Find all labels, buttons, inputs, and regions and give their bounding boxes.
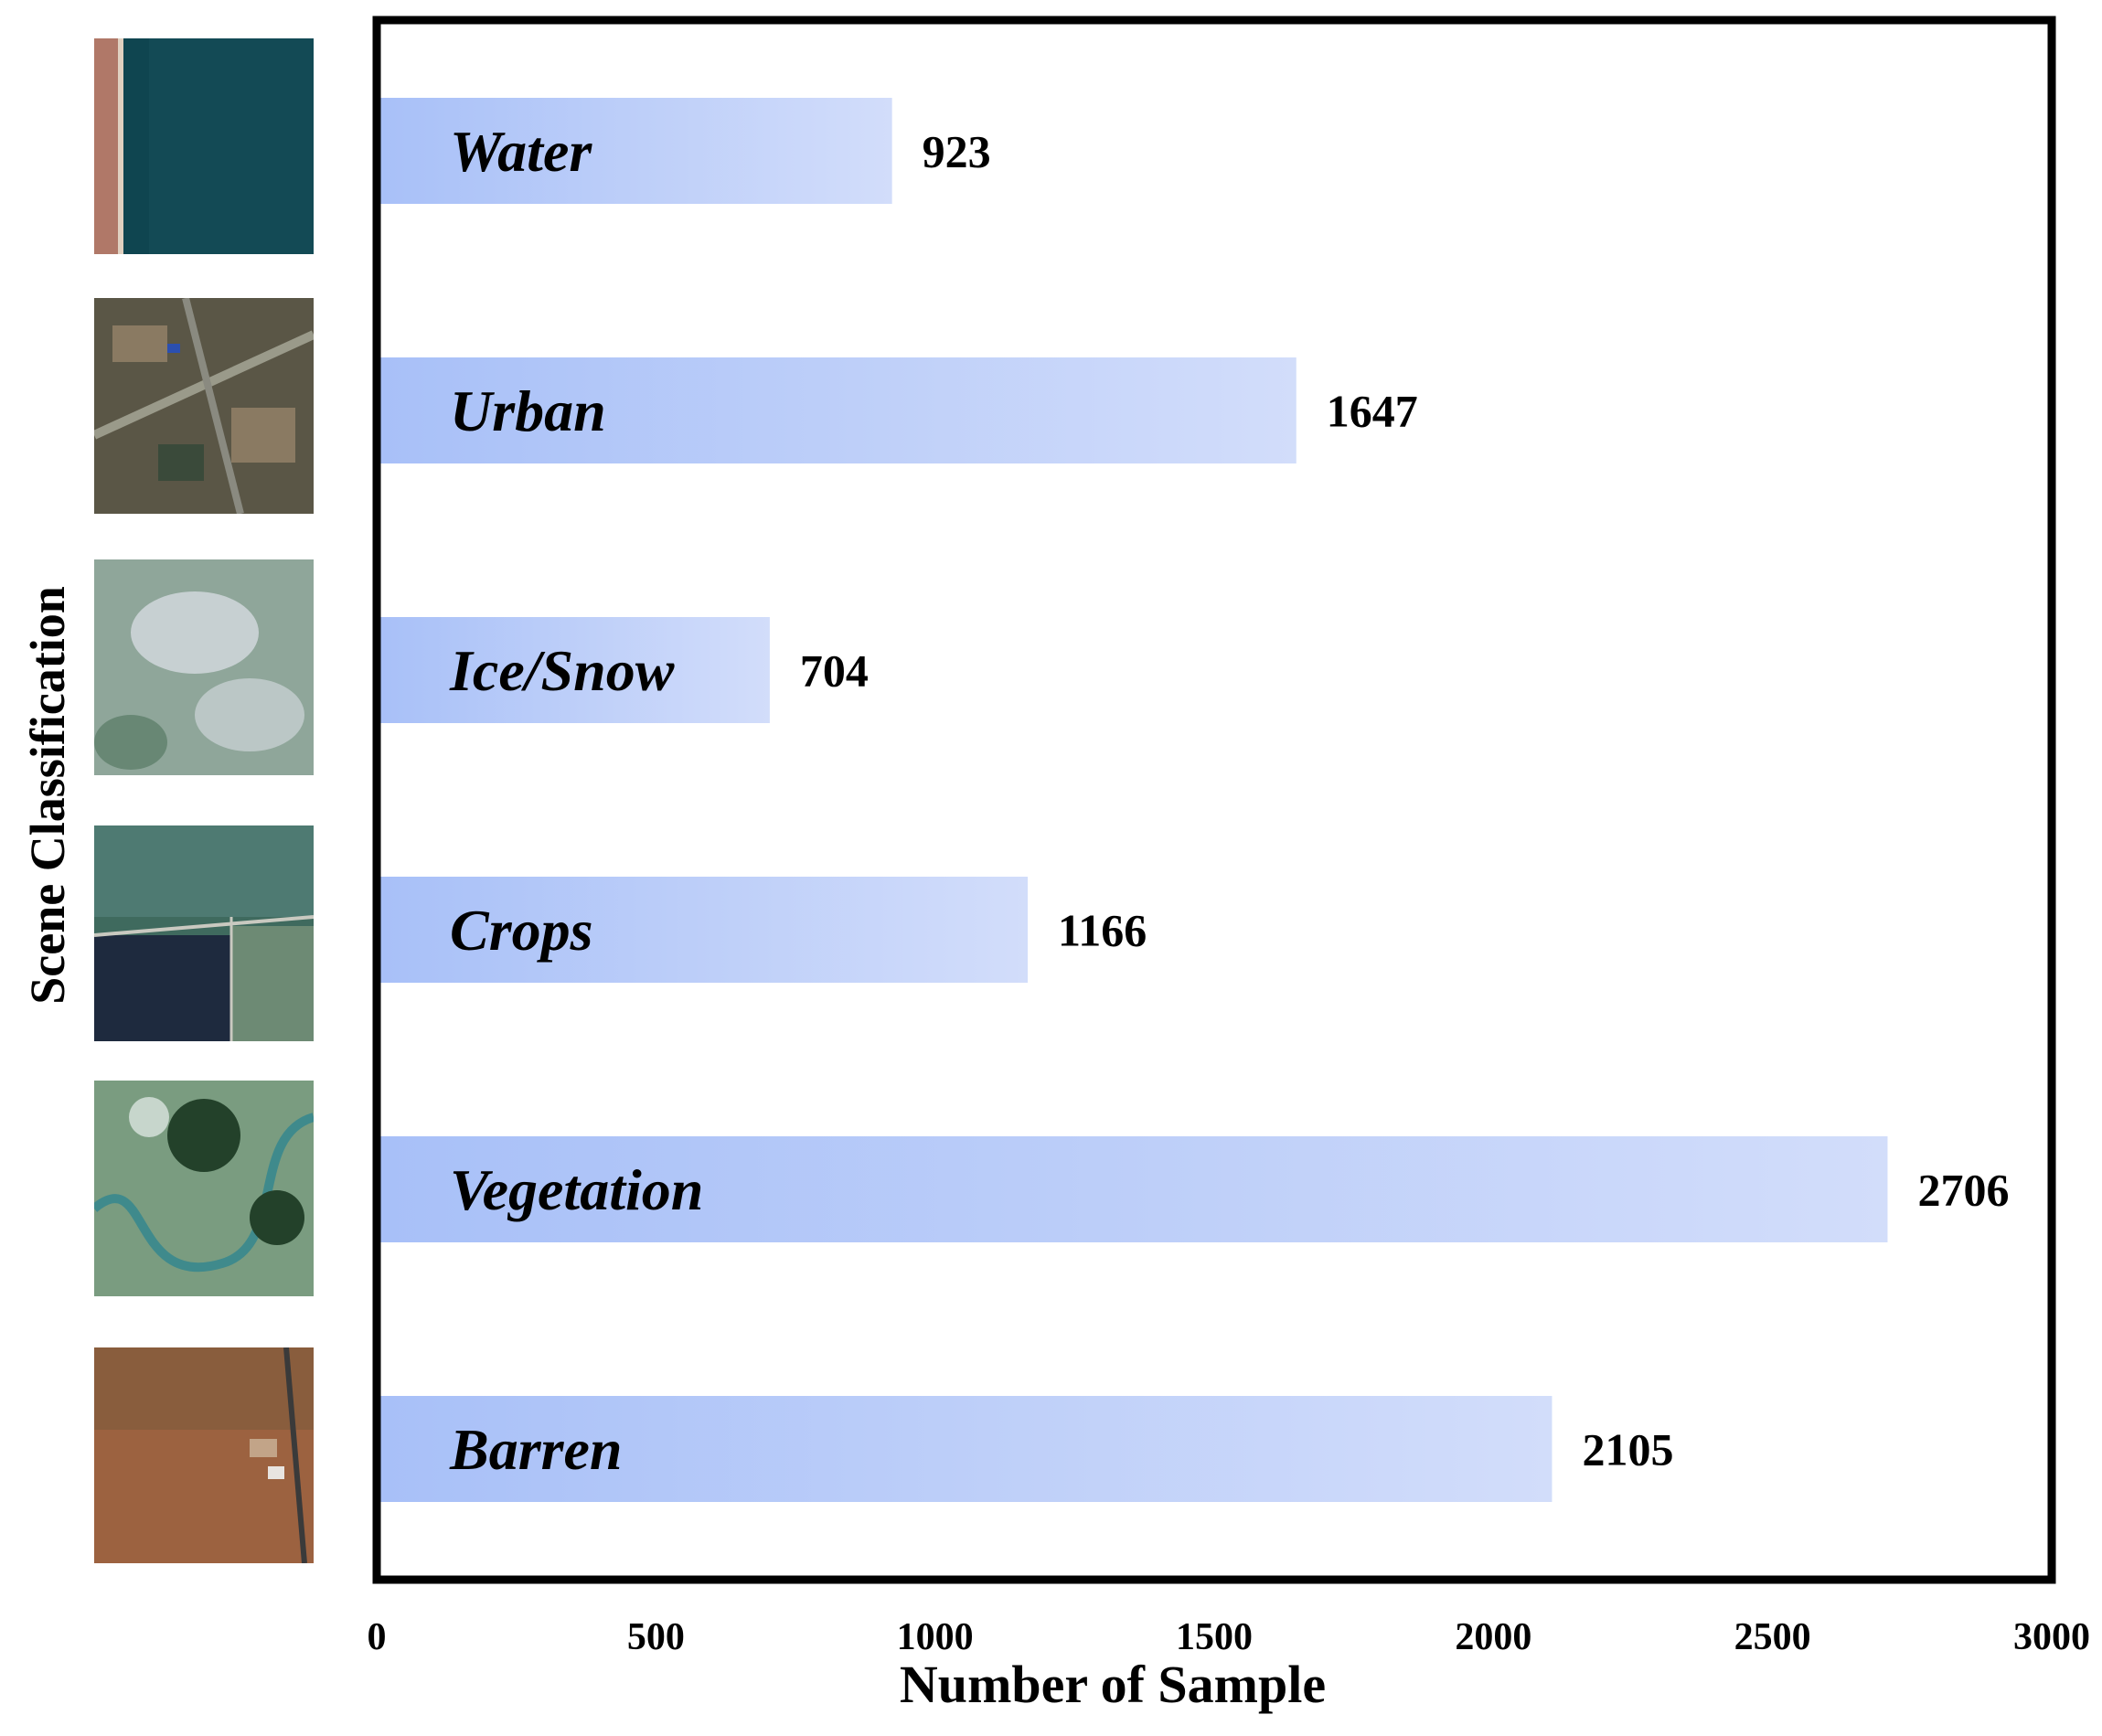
plot-frame <box>372 16 2056 1584</box>
x-tick-0: 0 <box>368 1616 387 1658</box>
bar-label-vegetation: Vegetation <box>450 1157 703 1222</box>
bar-ice-snow <box>379 617 770 723</box>
value-label-ice-snow: 704 <box>800 645 869 697</box>
bar-vegetation <box>379 1136 1888 1242</box>
thumbnail-barren <box>94 1347 314 1563</box>
x-tick-500: 500 <box>627 1616 685 1658</box>
thumbnail-crops <box>94 825 314 1041</box>
bar-label-urban: Urban <box>450 378 606 443</box>
y-axis-title-container: Scene Classification <box>13 530 79 1060</box>
bar-crops <box>379 877 1029 983</box>
thumbnail-vegetation <box>94 1081 314 1296</box>
bar-urban <box>379 357 1296 463</box>
y-axis-title: Scene Classification <box>20 586 75 1004</box>
value-label-urban: 1647 <box>1327 386 1418 437</box>
bars-layer: Water 923 Urban 1647 Ice/Snow 704 Crops 1166 Veg… <box>379 98 2009 1502</box>
bar-barren <box>379 1396 1552 1502</box>
thumbnail-urban <box>94 298 314 514</box>
bar-label-barren: Barren <box>449 1417 623 1482</box>
bar-water <box>379 98 892 204</box>
value-label-vegetation: 2706 <box>1917 1165 2009 1216</box>
thumbnail-water <box>94 38 314 254</box>
value-label-water: 923 <box>923 126 991 177</box>
x-axis-title: Number of Sample <box>900 1655 1326 1714</box>
x-tick-2500: 2500 <box>1734 1616 1811 1658</box>
value-label-crops: 1166 <box>1058 905 1147 956</box>
bar-label-ice-snow: Ice/Snow <box>449 638 675 703</box>
x-tick-labels: 0 500 1000 1500 2000 2500 3000 <box>368 1616 2091 1658</box>
bar-label-crops: Crops <box>450 898 593 963</box>
x-tick-2000: 2000 <box>1455 1616 1531 1658</box>
thumbnail-ice-snow <box>94 559 314 775</box>
x-tick-1000: 1000 <box>897 1616 974 1658</box>
x-tick-1500: 1500 <box>1176 1616 1253 1658</box>
x-tick-3000: 3000 <box>2013 1616 2090 1658</box>
bar-label-water: Water <box>450 119 592 184</box>
value-label-barren: 2105 <box>1582 1424 1673 1475</box>
